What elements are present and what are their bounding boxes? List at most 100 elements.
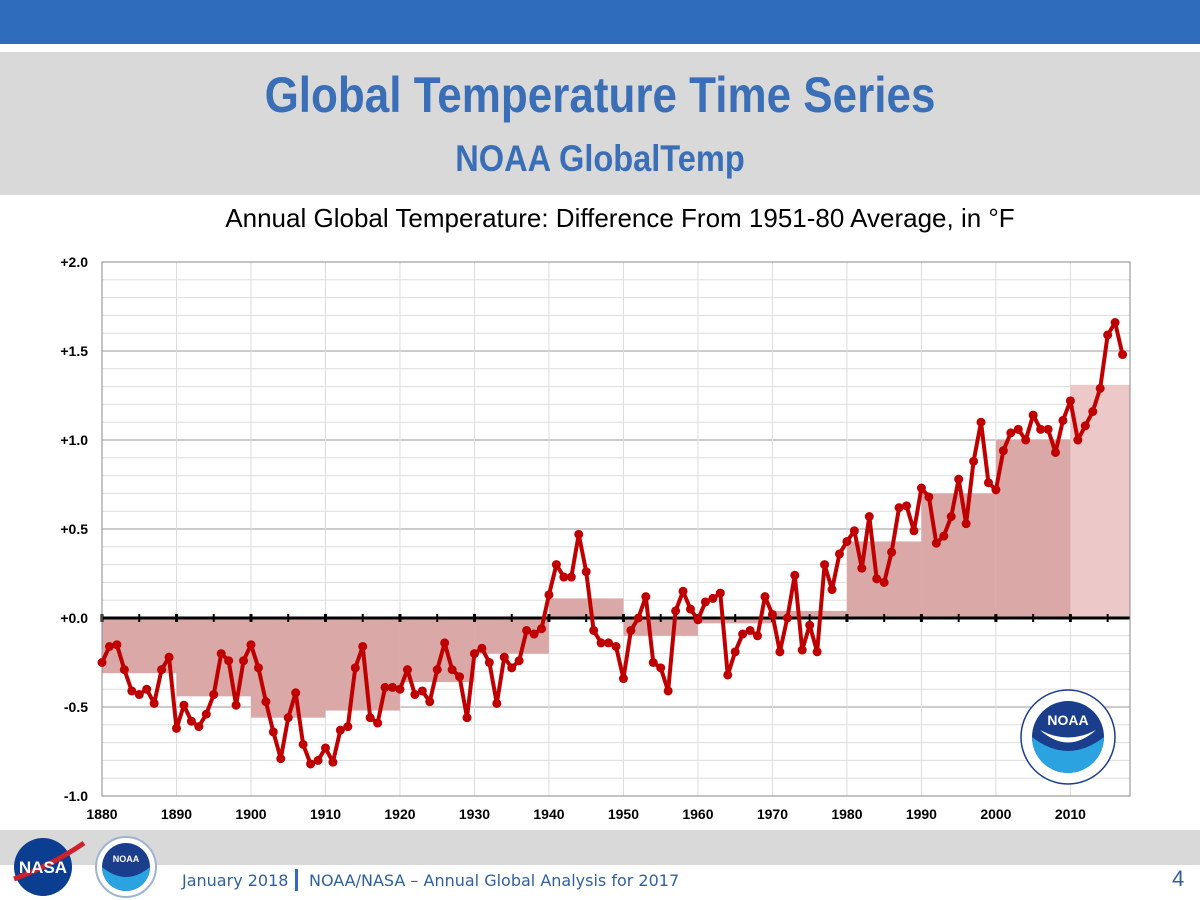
data-point-1884 <box>127 686 137 696</box>
data-point-1882 <box>112 640 122 650</box>
data-point-1968 <box>753 631 763 641</box>
data-point-1894 <box>201 709 211 719</box>
data-point-1890 <box>171 723 181 733</box>
data-point-1924 <box>425 697 435 707</box>
x-tick-label: 1880 <box>86 806 117 822</box>
noaa-emblem-wave <box>1032 737 1104 773</box>
data-point-1904 <box>276 754 286 764</box>
data-point-1928 <box>455 672 465 682</box>
data-point-1907 <box>298 739 308 749</box>
noaa-logo-icon: NOAA <box>95 836 157 898</box>
temperature-chart: +2.0 +1.5 +1.0 +0.5 +0.0 -0.5 -1.0 1880 1890 1900… <box>60 254 1131 822</box>
data-point-2012 <box>1080 421 1090 431</box>
y-tick-label: +0.5 <box>60 521 88 537</box>
x-tick-label: 1980 <box>831 806 862 822</box>
y-tick-label: -1.0 <box>64 788 88 804</box>
footer-date: January 2018 <box>182 871 289 890</box>
data-point-2003 <box>1013 424 1023 434</box>
data-point-1917 <box>373 718 383 728</box>
data-point-2007 <box>1043 424 1053 434</box>
data-point-1956 <box>663 686 673 696</box>
data-point-1895 <box>209 690 219 700</box>
data-point-1998 <box>976 417 986 427</box>
data-point-1991 <box>924 492 934 502</box>
data-point-1992 <box>931 538 941 548</box>
data-point-2008 <box>1051 447 1061 457</box>
data-point-2015 <box>1103 330 1113 340</box>
data-point-1963 <box>715 588 725 598</box>
svg-text:NASA: NASA <box>19 858 67 877</box>
data-point-1883 <box>119 665 129 675</box>
x-tick-label: 2010 <box>1055 806 1086 822</box>
slide-subtitle: NOAA GlobalTemp <box>455 138 745 179</box>
data-point-1984 <box>872 574 882 584</box>
data-point-1892 <box>186 716 196 726</box>
y-tick-label: +1.0 <box>60 432 88 448</box>
data-point-1888 <box>157 665 167 675</box>
data-point-1966 <box>738 629 748 639</box>
data-point-1975 <box>805 620 815 630</box>
footer-band <box>0 830 1200 865</box>
data-point-1910 <box>320 743 330 753</box>
data-point-1948 <box>604 638 614 648</box>
data-point-2006 <box>1036 424 1046 434</box>
x-tick-label: 1970 <box>757 806 788 822</box>
noaa-emblem-gull <box>1040 730 1096 743</box>
data-point-1911 <box>328 757 338 767</box>
data-point-1972 <box>782 613 792 623</box>
data-point-1943 <box>566 572 576 582</box>
data-point-1989 <box>909 526 919 536</box>
data-point-1969 <box>760 592 770 602</box>
data-point-1939 <box>537 624 547 634</box>
data-point-1960 <box>693 615 703 625</box>
x-tick-label: 1990 <box>906 806 937 822</box>
data-point-1952 <box>633 613 643 623</box>
x-tick-label: 2000 <box>980 806 1011 822</box>
data-point-1898 <box>231 700 241 710</box>
data-point-1913 <box>343 722 353 732</box>
data-point-1986 <box>887 547 897 557</box>
data-point-1932 <box>484 658 494 667</box>
data-point-1973 <box>790 570 800 580</box>
decade-bar-2010 <box>1070 384 1130 618</box>
x-tick-label: 1910 <box>310 806 341 822</box>
data-point-1918 <box>380 682 390 692</box>
data-point-1953 <box>641 592 651 602</box>
data-point-1967 <box>745 625 755 635</box>
data-point-1978 <box>827 585 837 595</box>
data-point-1912 <box>335 725 345 735</box>
data-point-1950 <box>618 674 628 684</box>
data-point-1881 <box>104 641 114 651</box>
data-point-2002 <box>1006 428 1016 438</box>
data-point-1909 <box>313 755 323 765</box>
y-tick-label: +0.0 <box>60 610 88 626</box>
data-point-1893 <box>194 722 204 732</box>
x-tick-label: 1930 <box>459 806 490 822</box>
data-point-1946 <box>589 625 599 635</box>
data-point-2009 <box>1058 415 1068 425</box>
data-point-1908 <box>306 759 316 769</box>
noaa-emblem-icon: NOAA <box>1020 689 1116 785</box>
data-point-1923 <box>417 686 427 696</box>
data-point-2017 <box>1118 350 1128 360</box>
y-tick-label: +2.0 <box>60 254 88 270</box>
x-tick-label: 1950 <box>608 806 639 822</box>
page-number: 4 <box>1172 866 1185 891</box>
data-point-1962 <box>708 593 718 603</box>
data-point-1945 <box>581 567 591 577</box>
data-point-1931 <box>477 643 487 653</box>
data-point-2004 <box>1021 435 1031 445</box>
data-point-1902 <box>261 697 271 707</box>
data-point-1897 <box>224 656 234 666</box>
data-point-1949 <box>611 641 621 651</box>
data-point-1947 <box>596 638 606 648</box>
data-point-1922 <box>410 690 420 700</box>
data-point-1944 <box>574 529 584 539</box>
decade-bar-1950 <box>623 618 698 636</box>
data-point-1930 <box>469 649 479 659</box>
footer-logos: NASA NOAA <box>13 836 157 898</box>
data-point-1906 <box>291 688 301 698</box>
data-point-1988 <box>902 501 912 511</box>
x-tick-label: 1920 <box>384 806 415 822</box>
data-point-1900 <box>246 640 256 650</box>
